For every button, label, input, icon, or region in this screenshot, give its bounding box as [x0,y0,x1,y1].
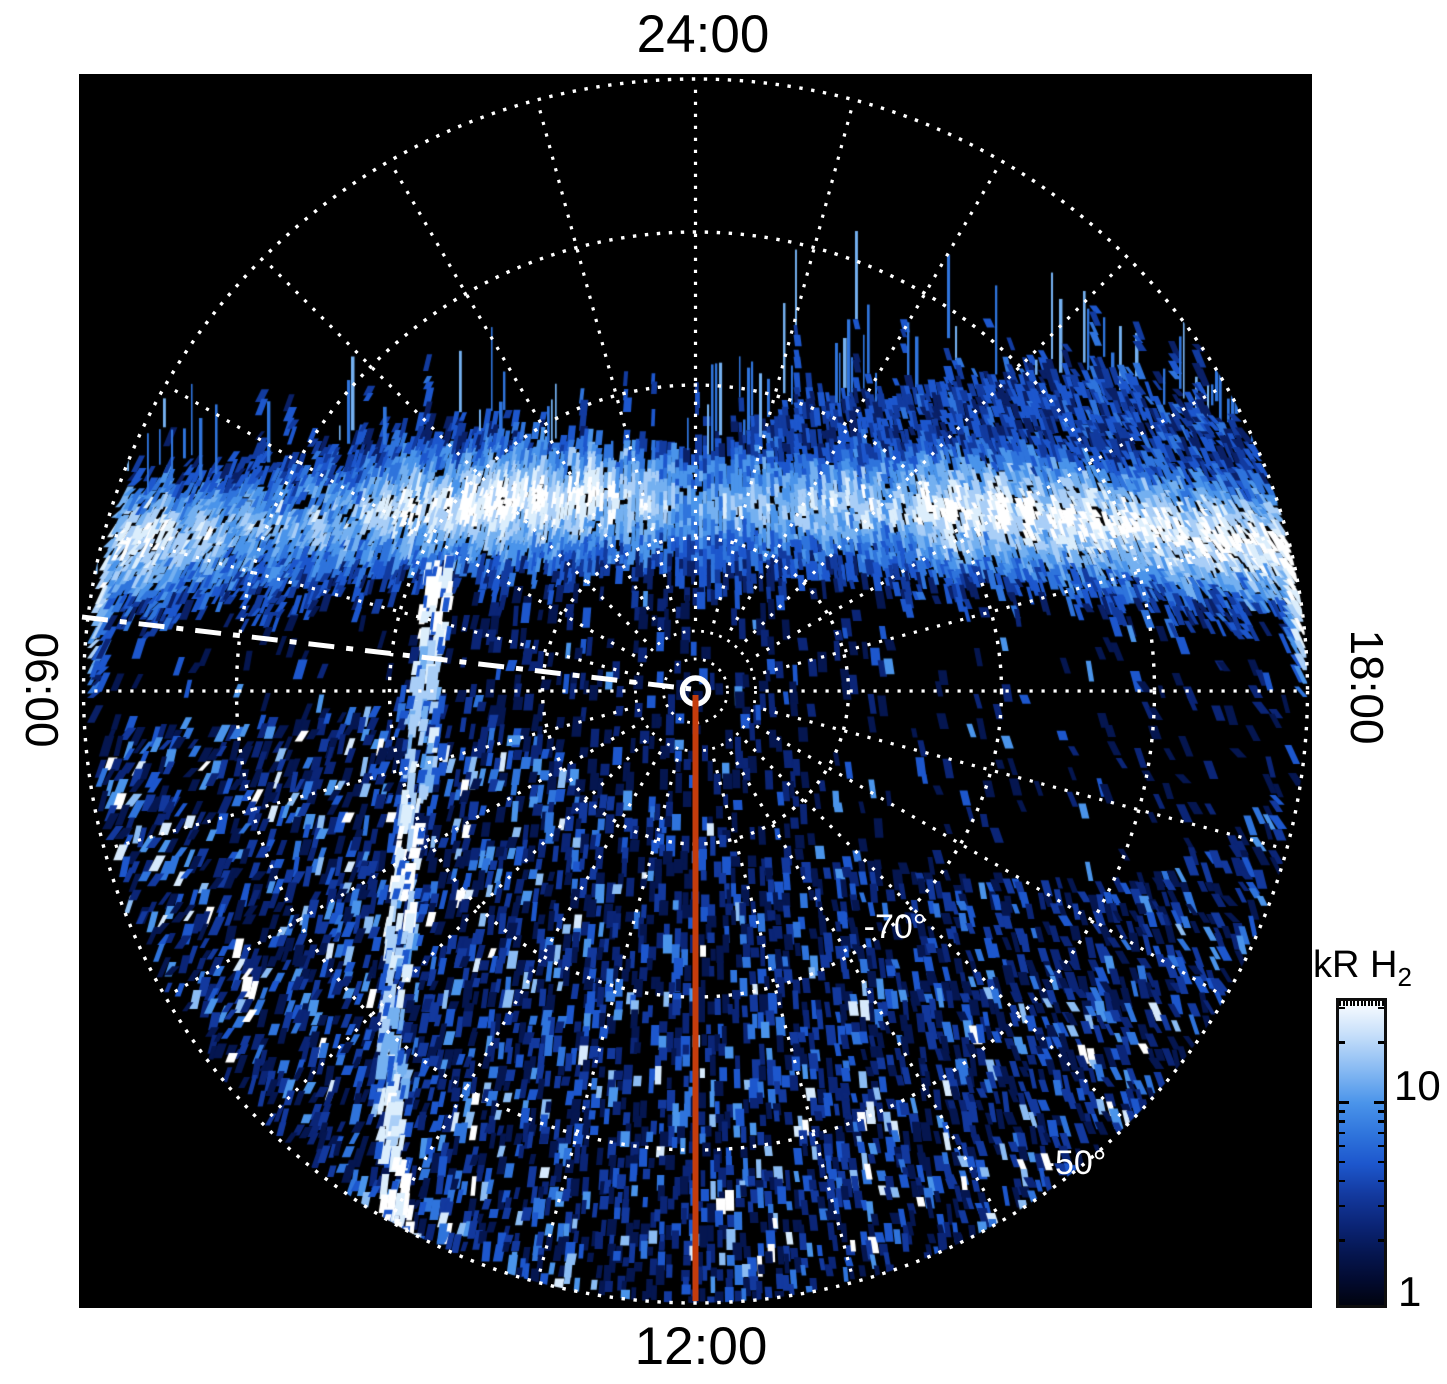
colorbar-top-tick [1371,1001,1374,1006]
colorbar-top-tick [1356,1001,1359,1006]
colorbar-top-tick [1342,1001,1345,1006]
colorbar-tick [1339,1006,1345,1009]
colorbar-tick [1378,1110,1384,1113]
colorbar-top-tick [1364,1001,1367,1006]
colorbar-tick [1378,1204,1384,1207]
colorbar-top-tick [1374,1001,1377,1006]
colorbar-tick [1378,1239,1384,1242]
latitude-label-50: -50° [1044,1144,1107,1182]
angular-label-2400: 24:00 [636,5,770,64]
polar-grid-overlay: -70° -50° [81,77,1310,1305]
colorbar-tick [1339,1101,1349,1104]
colorbar-tick [1339,1160,1345,1164]
colorbar-tick-label-1: 1 [1398,1268,1422,1315]
colorbar-tick [1339,1239,1345,1242]
colorbar-top-tick [1360,1001,1363,1006]
colorbar-top-tick [1367,1001,1370,1006]
colorbar-tick [1378,1144,1384,1148]
colorbar-tick [1378,1179,1384,1183]
colorbar [1336,998,1387,1308]
colorbar-tick [1339,1110,1345,1113]
colorbar-tick-label-10: 10 [1394,1062,1441,1110]
colorbar-tick [1378,1160,1384,1164]
colorbar-tick [1378,1041,1384,1044]
colorbar-tick [1339,1144,1345,1148]
colorbar-tick [1339,1120,1345,1123]
colorbar-top-tick [1353,1001,1356,1006]
colorbar-tick [1378,1120,1384,1123]
colorbar-top-tick [1378,1001,1381,1006]
colorbar-title-subscript: 2 [1397,962,1412,992]
colorbar-title: kR H2 [1313,944,1412,993]
colorbar-title-text: kR H [1313,944,1398,986]
colorbar-tick [1339,1179,1345,1183]
angular-label-1200: 12:00 [634,1317,768,1376]
colorbar-tick [1339,1041,1345,1044]
colorbar-tick [1339,1131,1345,1135]
colorbar-top-tick [1346,1001,1349,1006]
colorbar-top-tick [1349,1001,1352,1006]
colorbar-tick [1378,1131,1384,1135]
angular-label-0600: 06:00 [16,632,68,748]
colorbar-top-tick [1339,1001,1341,1006]
latitude-label-70: -70° [864,908,927,946]
colorbar-top-tick [1382,1001,1384,1006]
angular-label-1800: 18:00 [1341,629,1393,745]
colorbar-tick [1339,1204,1345,1207]
colorbar-tick [1378,1006,1384,1009]
polar-plot: -70° -50° [79,74,1312,1308]
colorbar-tick [1374,1101,1384,1104]
